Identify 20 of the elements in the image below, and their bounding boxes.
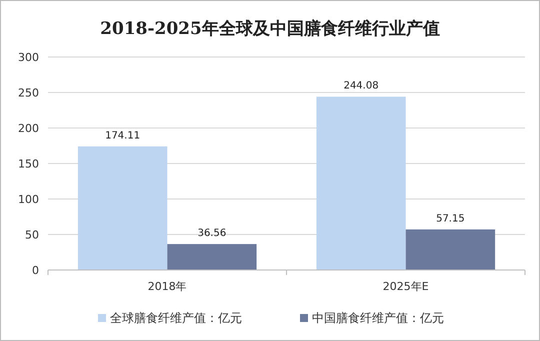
y-tick-label: 50 xyxy=(25,228,39,242)
data-label: 57.15 xyxy=(436,213,465,224)
bar xyxy=(167,244,257,270)
data-label: 174.11 xyxy=(105,130,140,142)
x-tick-label: 2025年E xyxy=(382,280,429,293)
y-tick-label: 300 xyxy=(18,51,39,64)
y-tick-label: 100 xyxy=(18,193,39,206)
bar xyxy=(78,146,168,270)
bar xyxy=(316,96,406,270)
y-tick-label: 150 xyxy=(18,158,39,170)
legend-label: 全球膳食纤维产值：亿元 xyxy=(110,311,242,325)
chart-title: 2018-2025年全球及中国膳食纤维行业产值 xyxy=(100,19,440,39)
x-tick-label: 2018年 xyxy=(148,280,187,293)
y-tick-label: 0 xyxy=(32,264,39,277)
data-label: 244.08 xyxy=(344,80,379,92)
y-tick-label: 200 xyxy=(18,122,39,135)
data-label: 36.56 xyxy=(198,228,226,240)
legend-label: 中国膳食纤维产值：亿元 xyxy=(312,311,444,325)
bar xyxy=(406,229,496,270)
y-tick-label: 250 xyxy=(18,86,39,100)
